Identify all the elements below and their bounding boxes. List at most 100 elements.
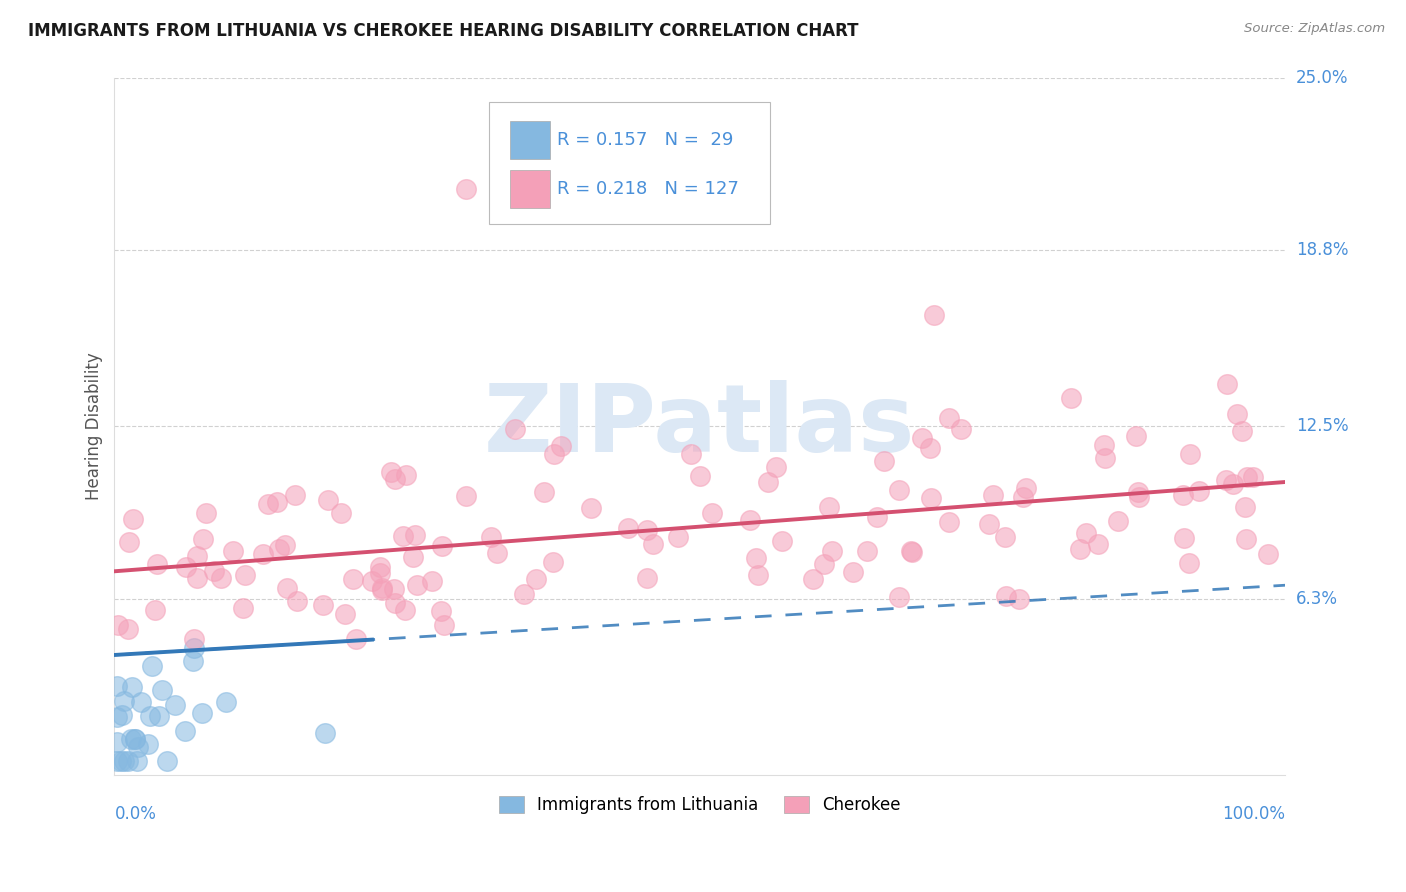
Point <box>312 599 335 613</box>
Point <box>329 507 352 521</box>
Point <box>1107 514 1129 528</box>
Text: R = 0.157   N =  29: R = 0.157 N = 29 <box>557 131 734 149</box>
Point <box>181 654 204 668</box>
Point <box>1171 487 1194 501</box>
Text: IMMIGRANTS FROM LITHUANIA VS CHEROKEE HEARING DISABILITY CORRELATION CHART: IMMIGRANTS FROM LITHUANIA VS CHEROKEE HE… <box>28 22 859 40</box>
Point <box>138 708 160 723</box>
Point <box>370 581 392 595</box>
Point <box>191 706 214 720</box>
Point <box>889 483 911 497</box>
Point <box>420 574 443 589</box>
Point <box>342 572 364 586</box>
Point <box>111 708 134 723</box>
Point <box>1222 477 1244 491</box>
Point <box>524 572 547 586</box>
Point <box>641 537 664 551</box>
Point <box>679 447 702 461</box>
Point <box>125 754 148 768</box>
Point <box>136 737 159 751</box>
Point <box>121 680 143 694</box>
Point <box>186 549 208 564</box>
Point <box>873 454 896 468</box>
Point <box>266 494 288 508</box>
Point <box>1069 542 1091 557</box>
Point <box>1128 490 1150 504</box>
Point <box>1125 429 1147 443</box>
Point <box>120 732 142 747</box>
Point <box>981 488 1004 502</box>
Point <box>173 724 195 739</box>
Point <box>503 422 526 436</box>
Point <box>384 596 406 610</box>
FancyBboxPatch shape <box>510 121 550 159</box>
Point <box>821 543 844 558</box>
Point <box>689 469 711 483</box>
Point <box>232 600 254 615</box>
Point <box>636 571 658 585</box>
Text: 25.0%: 25.0% <box>1296 69 1348 87</box>
Point <box>143 603 166 617</box>
Point <box>900 544 922 558</box>
Point <box>1126 484 1149 499</box>
Point <box>866 510 889 524</box>
Point <box>235 567 257 582</box>
Point <box>636 523 658 537</box>
Point <box>979 516 1001 531</box>
Point <box>1215 377 1237 392</box>
Point <box>127 740 149 755</box>
Point <box>107 618 129 632</box>
Point <box>738 513 761 527</box>
Point <box>316 493 339 508</box>
Point <box>765 459 787 474</box>
Point <box>267 541 290 556</box>
Point <box>485 546 508 560</box>
Point <box>222 544 245 558</box>
Point <box>406 578 429 592</box>
Point <box>202 564 225 578</box>
Point <box>392 529 415 543</box>
Point <box>938 516 960 530</box>
Point <box>174 559 197 574</box>
Point <box>533 484 555 499</box>
Point <box>770 534 793 549</box>
Point <box>617 521 640 535</box>
Point <box>430 540 453 554</box>
Point <box>191 532 214 546</box>
Point <box>402 550 425 565</box>
Point <box>371 582 394 597</box>
Point <box>1241 469 1264 483</box>
Point <box>1234 532 1257 546</box>
Point <box>124 731 146 746</box>
Point <box>129 695 152 709</box>
Point <box>479 530 502 544</box>
Point <box>112 694 135 708</box>
Point <box>817 500 839 515</box>
Point <box>117 622 139 636</box>
Point <box>938 411 960 425</box>
Text: 6.3%: 6.3% <box>1296 591 1339 608</box>
Point <box>1094 451 1116 466</box>
Point <box>918 442 941 456</box>
Point <box>146 558 169 572</box>
Point <box>1087 537 1109 551</box>
Point <box>141 658 163 673</box>
Point <box>1234 500 1257 514</box>
Point <box>215 695 238 709</box>
Point <box>922 308 945 322</box>
Point <box>284 488 307 502</box>
Legend: Immigrants from Lithuania, Cherokee: Immigrants from Lithuania, Cherokee <box>491 788 908 822</box>
Text: ZIPatlas: ZIPatlas <box>484 380 915 472</box>
Point <box>395 468 418 483</box>
Point <box>813 557 835 571</box>
Point <box>855 544 877 558</box>
Point <box>112 754 135 768</box>
Point <box>333 607 356 621</box>
Point <box>911 431 934 445</box>
Point <box>745 551 768 566</box>
Point <box>110 754 132 768</box>
Point <box>314 726 336 740</box>
Point <box>550 439 572 453</box>
Point <box>900 545 922 559</box>
Point <box>543 447 565 461</box>
Point <box>105 754 128 768</box>
